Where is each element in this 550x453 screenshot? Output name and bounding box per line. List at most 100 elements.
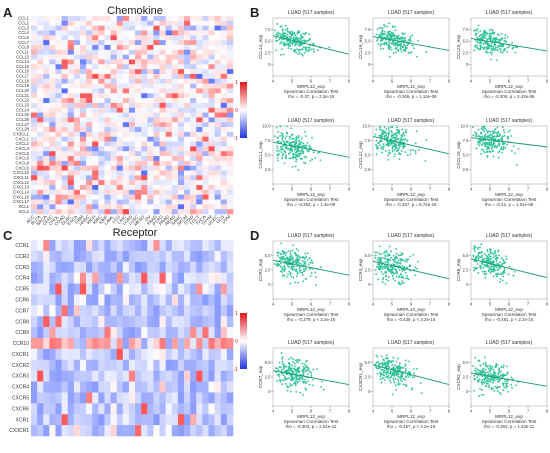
heatmap-cell — [208, 250, 215, 263]
stat-title: Spearman Correlation Test — [284, 89, 339, 94]
heatmap-cell — [61, 88, 69, 94]
scatter-point — [488, 29, 491, 32]
heatmap-cell — [165, 64, 173, 70]
scatter-point — [496, 378, 498, 381]
scatter-point — [388, 149, 391, 152]
scatter-point — [476, 44, 479, 47]
x-tick-label: 5 — [489, 79, 492, 84]
heatmap-cell — [98, 59, 105, 65]
scatter-point — [491, 143, 494, 146]
heatmap-cell — [67, 305, 75, 317]
heatmap-cell — [220, 170, 228, 176]
heatmap-cell — [55, 204, 62, 210]
legend-tick: -1 — [234, 367, 239, 373]
scatter-point — [291, 30, 293, 33]
heatmap-cell — [159, 117, 166, 123]
heatmap-cell — [79, 127, 87, 133]
scatter-point — [391, 134, 393, 136]
heatmap-cell — [116, 283, 124, 295]
heatmap-cell — [73, 78, 81, 84]
scatter-point — [379, 40, 382, 42]
heatmap-cell — [184, 141, 191, 147]
heatmap-cell — [153, 102, 160, 109]
scatter-point — [291, 367, 294, 370]
heatmap-cell — [190, 240, 197, 252]
heatmap-cell — [147, 64, 154, 70]
scatter-point — [295, 38, 298, 41]
scatter-point — [312, 368, 315, 371]
x-tick-label: 7 — [329, 409, 332, 414]
heatmap-cell — [147, 156, 154, 162]
heatmap-cell — [86, 98, 93, 104]
heatmap-cell — [190, 102, 197, 109]
heatmap-cell — [177, 141, 185, 147]
scatter-point — [298, 359, 301, 362]
heatmap-cell — [128, 370, 136, 382]
heatmap-cell — [196, 261, 203, 273]
heatmap-cell — [86, 20, 93, 26]
heatmap-cell — [31, 209, 38, 215]
heatmap-cell — [122, 370, 130, 382]
heatmap-cell — [220, 16, 228, 22]
scatter-point — [501, 143, 504, 146]
scatter-point — [304, 252, 307, 255]
scatter-point — [473, 389, 476, 392]
heatmap-cell — [86, 348, 93, 361]
heatmap-cell — [153, 20, 160, 26]
scatter-point — [505, 258, 508, 260]
scatter-point — [390, 138, 393, 141]
heatmap-cell — [184, 403, 191, 415]
scatter-point — [472, 255, 475, 258]
scatter-point — [294, 147, 297, 150]
heatmap-cell — [147, 16, 154, 22]
heatmap-cell — [220, 69, 228, 75]
heatmap-cell — [141, 261, 148, 273]
scatter-point — [279, 380, 282, 383]
heatmap-cell — [165, 107, 173, 113]
scatter-point — [301, 54, 304, 57]
heatmap-cell — [159, 283, 166, 295]
heatmap-cell — [110, 381, 117, 393]
scatter-point — [298, 262, 301, 265]
scatter-point — [490, 147, 493, 150]
heatmap-cell — [49, 283, 56, 295]
heatmap-cell — [202, 107, 209, 113]
scatter-point — [296, 43, 298, 46]
scatter-point — [486, 42, 489, 45]
heatmap-cell — [73, 40, 81, 46]
heatmap-cell — [214, 348, 222, 361]
heatmap-cell — [55, 127, 62, 133]
scatter-point — [403, 43, 405, 46]
scatter-point — [279, 125, 282, 128]
heatmap-cell — [49, 204, 56, 210]
heatmap-cell — [104, 102, 111, 109]
scatter-point — [293, 50, 296, 53]
scatter-point — [482, 125, 484, 128]
x-tick-label: 6 — [508, 187, 511, 192]
heatmap-cell — [226, 44, 234, 51]
heatmap-receptor-row-labels: CCR1CCR2CCR3CCR4CCR5CCR6CCR7CCR8CCR9CCR1… — [9, 243, 29, 434]
heatmap-cell — [165, 54, 173, 60]
scatter-point — [395, 248, 397, 250]
scatter-point — [490, 134, 493, 137]
heatmap-cell — [202, 40, 209, 46]
scatter-point — [280, 132, 283, 135]
heatmap-cell — [73, 250, 81, 263]
heatmap-cell — [92, 204, 99, 210]
row-label: XCR1 — [16, 417, 30, 423]
scatter-point — [503, 131, 506, 134]
heatmap-cell — [43, 381, 50, 393]
heatmap-cell — [86, 381, 93, 393]
heatmap-cell — [226, 272, 234, 284]
scatter-point — [389, 141, 392, 144]
heatmap-cell — [73, 146, 81, 152]
heatmap-cell — [226, 160, 234, 167]
scatter-point — [395, 129, 398, 132]
scatter-point — [287, 250, 290, 253]
scatter-point — [479, 138, 482, 141]
scatter-point — [395, 275, 398, 278]
heatmap-cell — [220, 49, 228, 55]
heatmap-cell — [226, 180, 234, 186]
row-label: CCL16 — [16, 69, 30, 74]
heatmap-cell — [128, 25, 136, 31]
